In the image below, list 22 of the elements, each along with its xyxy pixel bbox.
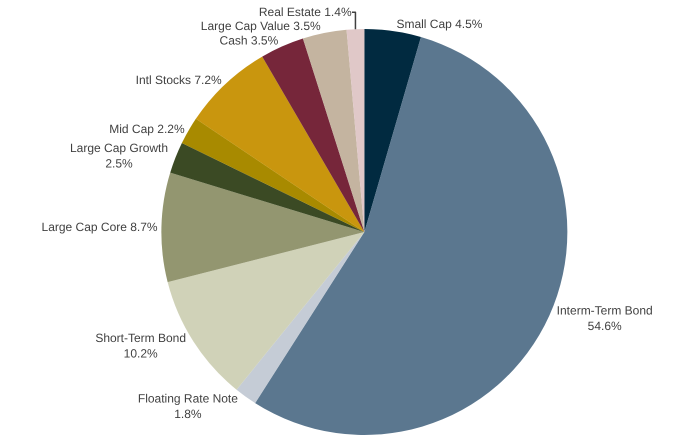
- pie-slice: [236, 232, 364, 404]
- data-label: 1.8%: [174, 407, 202, 422]
- slice-label: Cash 3.5%: [220, 34, 279, 48]
- pie-slice: [170, 143, 364, 232]
- data-label: 54.6%: [588, 319, 622, 334]
- slice-label: Intl Stocks 7.2%: [136, 73, 222, 88]
- slice-label: Large Cap Growth: [70, 140, 168, 155]
- data-label: 2.5%: [105, 156, 134, 170]
- slice-label: Real Estate 1.4%: [258, 5, 352, 20]
- pie-slice: [161, 172, 364, 282]
- slice-label: Floating Rate Note: [138, 392, 238, 406]
- pie-slice: [302, 30, 364, 232]
- slice-label: Large Cap Value 3.5%: [200, 19, 321, 34]
- slice-label: Short-Term Bond: [95, 330, 186, 345]
- data-label: 10.2%: [124, 346, 158, 361]
- slice-label: Mid Cap 2.2%: [109, 122, 185, 136]
- pie-slice: [196, 56, 364, 232]
- pie-slice: [364, 29, 421, 232]
- pie-slice: [346, 29, 364, 232]
- slice-label: Large Cap Core 8.7%: [42, 220, 158, 234]
- slice-label: Interm-Term Bond: [556, 303, 653, 318]
- slice-label: Small Cap 4.5%: [396, 17, 483, 32]
